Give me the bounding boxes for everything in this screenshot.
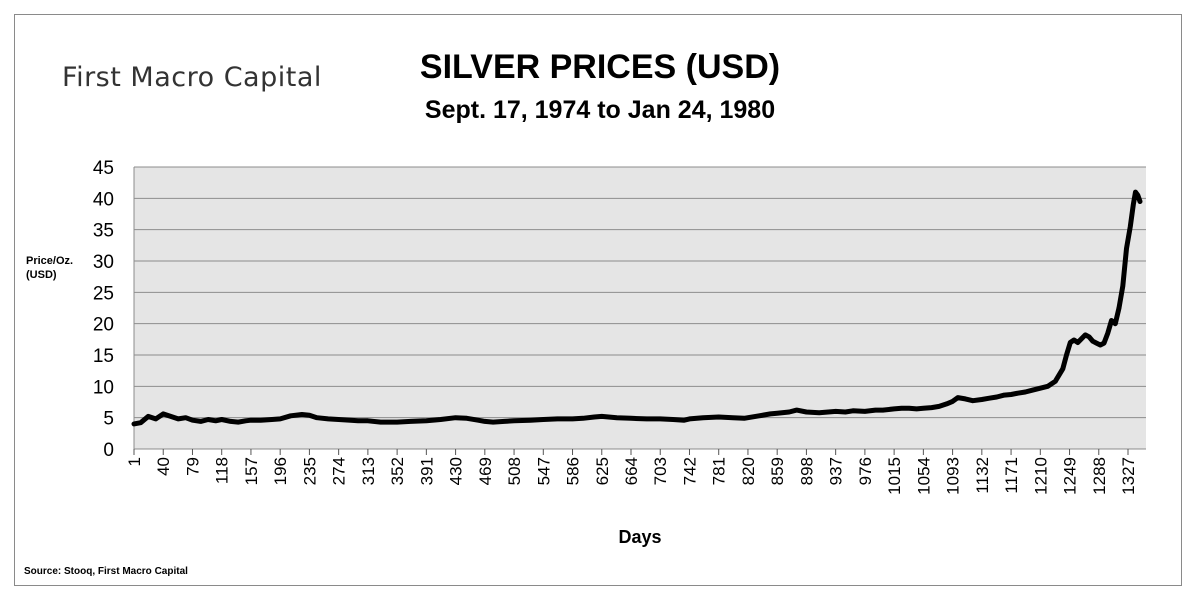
x-tick-label: 196 bbox=[271, 457, 290, 485]
x-tick-label: 976 bbox=[856, 457, 875, 485]
y-axis-label: Price/Oz. (USD) bbox=[26, 255, 74, 281]
x-tick-label: 1210 bbox=[1031, 457, 1050, 495]
x-tick-label: 742 bbox=[680, 457, 699, 485]
series-line bbox=[131, 189, 1143, 427]
x-tick-label: 1054 bbox=[914, 457, 933, 495]
x-tick-label: 79 bbox=[183, 457, 202, 476]
y-tick-label: 40 bbox=[93, 189, 114, 210]
x-tick-label: 586 bbox=[564, 457, 583, 485]
x-tick-label: 664 bbox=[622, 457, 641, 485]
x-tick-label: 508 bbox=[505, 457, 524, 485]
y-tick-label: 20 bbox=[93, 315, 114, 336]
x-tick-label: 1 bbox=[125, 457, 144, 466]
x-tick-label: 274 bbox=[330, 457, 349, 485]
source-note: Source: Stooq, First Macro Capital bbox=[24, 566, 188, 577]
y-tick-label: 25 bbox=[93, 283, 114, 304]
y-tick-label: 35 bbox=[93, 221, 114, 242]
x-tick-label: 1093 bbox=[944, 457, 963, 495]
x-tick-label: 1015 bbox=[885, 457, 904, 495]
x-tick-label: 313 bbox=[359, 457, 378, 485]
plot-area bbox=[134, 167, 1146, 449]
x-tick-label: 625 bbox=[593, 457, 612, 485]
y-tick-label: 45 bbox=[93, 158, 114, 179]
y-tick-label: 30 bbox=[93, 252, 114, 273]
x-tick-label: 781 bbox=[710, 457, 729, 485]
y-tick-label: 0 bbox=[103, 440, 114, 461]
x-tick-label: 547 bbox=[534, 457, 553, 485]
y-axis-ticks: 0 5 10 15 20 25 30 35 40 45 bbox=[93, 158, 114, 461]
y-tick-label: 15 bbox=[93, 346, 114, 367]
x-tick-label: 937 bbox=[827, 457, 846, 485]
brand-logo: First Macro Capital bbox=[62, 62, 322, 93]
y-tick-label: 5 bbox=[103, 409, 114, 430]
x-tick-label: 1327 bbox=[1119, 457, 1138, 495]
chart-title: SILVER PRICES (USD) bbox=[419, 48, 781, 86]
x-tick-label: 820 bbox=[739, 457, 758, 485]
grid-lines bbox=[133, 166, 1146, 450]
x-tick-label: 430 bbox=[447, 457, 466, 485]
chart-subtitle: Sept. 17, 1974 to Jan 24, 1980 bbox=[424, 96, 776, 124]
x-tick-label: 157 bbox=[242, 457, 261, 485]
x-tick-label: 1171 bbox=[1002, 457, 1021, 494]
x-tick-label: 1288 bbox=[1090, 457, 1109, 495]
x-tick-label: 118 bbox=[213, 457, 232, 484]
x-tick-label: 391 bbox=[417, 457, 436, 485]
x-tick-label: 703 bbox=[651, 457, 670, 485]
x-axis-ticks: 1 40 79 118 157 196 235 274 313 352 391 430 469 508 54… bbox=[125, 449, 1138, 495]
series-group bbox=[131, 189, 1143, 427]
x-tick-label: 469 bbox=[476, 457, 495, 485]
x-tick-label: 1132 bbox=[973, 457, 992, 494]
y-tick-label: 10 bbox=[93, 377, 114, 398]
x-tick-label: 859 bbox=[768, 457, 787, 485]
x-tick-label: 898 bbox=[797, 457, 816, 485]
x-tick-label: 352 bbox=[388, 457, 407, 485]
x-tick-label: 235 bbox=[300, 457, 319, 485]
x-tick-label: 1249 bbox=[1061, 457, 1080, 495]
x-axis-label: Days bbox=[618, 527, 661, 547]
x-tick-label: 40 bbox=[154, 457, 173, 476]
